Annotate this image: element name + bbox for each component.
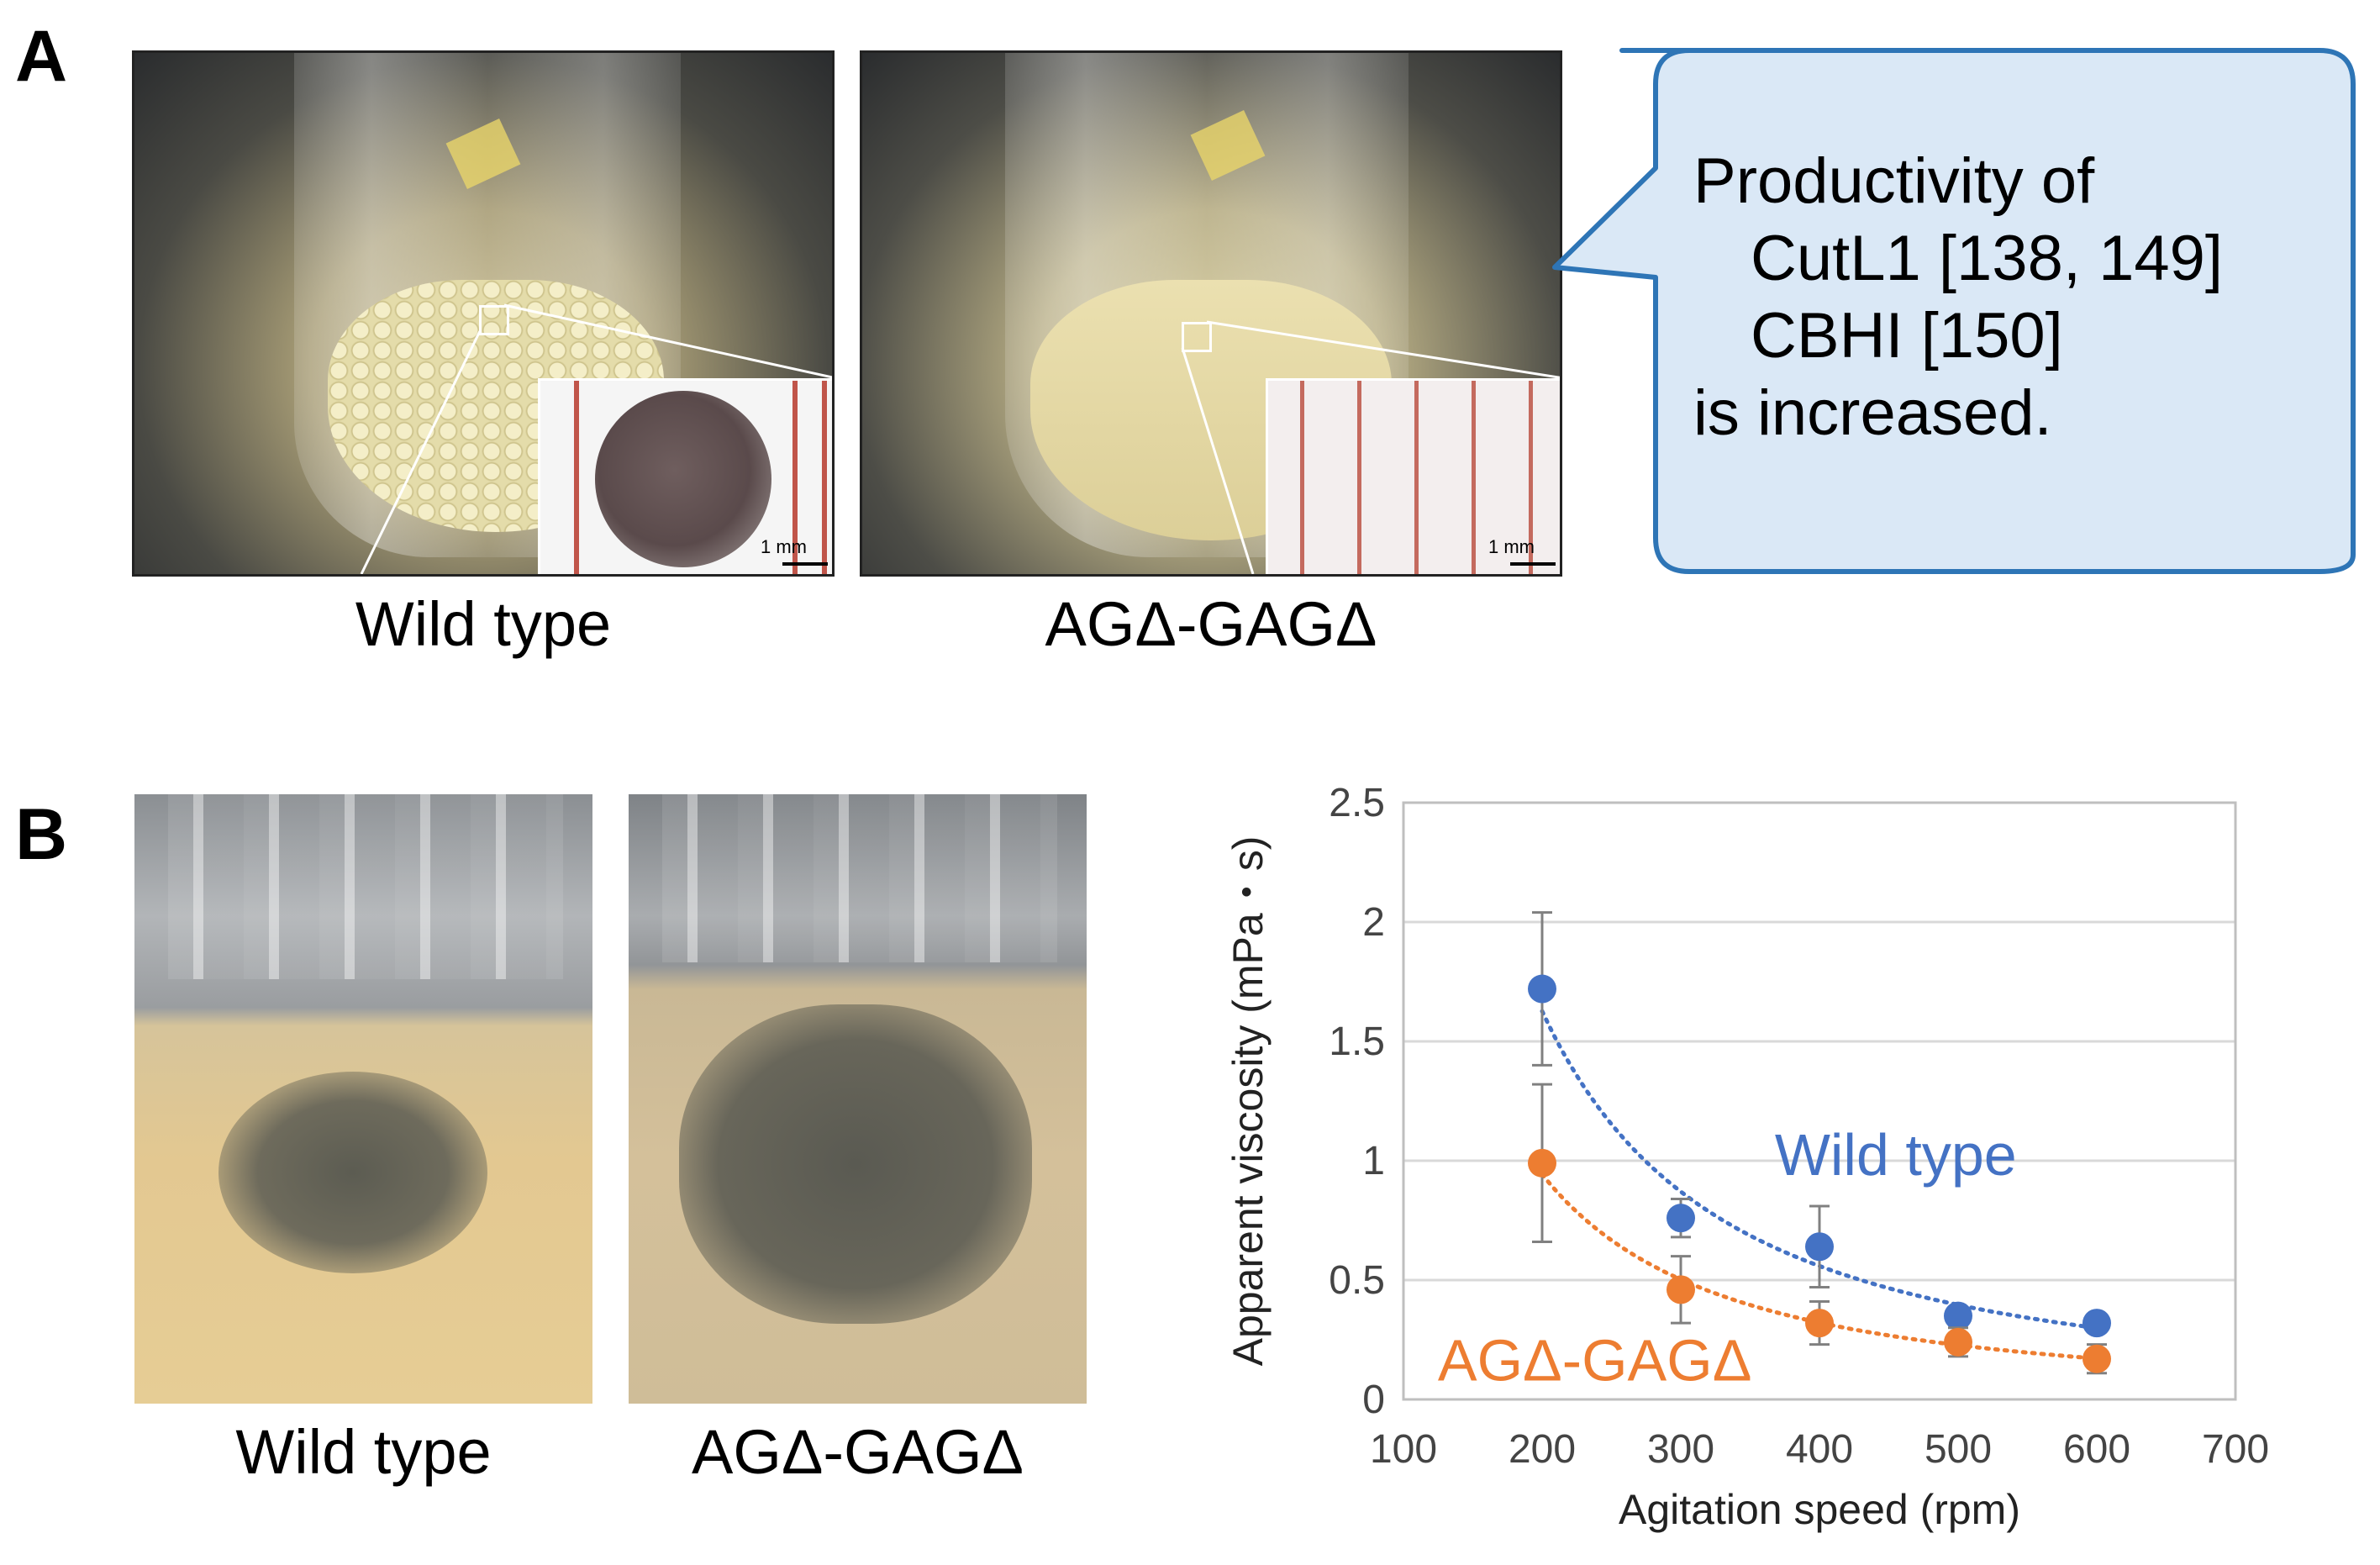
trendline-mutant — [1540, 1172, 2099, 1361]
mutant-caption-b: AGΔ-GAGΔ — [692, 1417, 1024, 1487]
x-tick-label: 400 — [1786, 1427, 1853, 1472]
data-point-wild-type — [2082, 1309, 2111, 1338]
glass-baffles — [662, 794, 1057, 962]
y-tick-label: 2 — [1362, 900, 1385, 945]
data-point-wild-type — [1667, 1204, 1695, 1233]
red-grid-line — [574, 381, 579, 574]
scale-bar-label: 1 mm — [1488, 536, 1535, 557]
pellet-closeup — [595, 391, 771, 567]
scale-bar-label: 1 mm — [761, 536, 807, 557]
mutant-series-label: AGΔ-GAGΔ — [1438, 1327, 1752, 1393]
data-point-mutant — [1805, 1309, 1834, 1338]
x-tick-label: 700 — [2202, 1427, 2269, 1472]
data-point-mutant — [1528, 1148, 1556, 1178]
speech-bubble — [1552, 48, 2356, 574]
bubble-line-4: is increased. — [1693, 377, 2052, 449]
zoom-lines — [360, 303, 832, 574]
zoom-box — [479, 305, 509, 335]
wild-type-pellet-inset: 1 mm — [538, 378, 832, 574]
data-point-wild-type — [1805, 1232, 1834, 1262]
mutant-mycelia-inset: 1 mm — [1266, 378, 1560, 574]
mutant-flask-photo: 1 mm — [860, 50, 1562, 577]
wild-type-series-label: Wild type — [1775, 1122, 2017, 1188]
y-tick-label: 0 — [1362, 1378, 1385, 1422]
bubble-line-2: CutL1 [138, 149] — [1751, 223, 2223, 294]
mutant-fermenter-photo — [629, 794, 1087, 1404]
plot-frame — [1402, 801, 2237, 1401]
data-point-mutant — [1667, 1275, 1695, 1304]
x-tick-label: 200 — [1509, 1427, 1576, 1472]
mutant-caption-a: AGΔ-GAGΔ — [1045, 589, 1377, 659]
zoom-box — [1182, 322, 1212, 352]
wild-type-caption-b: Wild type — [235, 1417, 492, 1487]
bubble-line-3: CBHI [150] — [1751, 300, 2063, 371]
data-point-mutant — [1944, 1327, 1972, 1357]
y-tick-label: 1 — [1362, 1139, 1385, 1183]
data-point-mutant — [2082, 1344, 2111, 1373]
red-grid-line — [822, 381, 827, 574]
scale-bar — [782, 562, 828, 566]
panel-a-letter: A — [15, 16, 68, 97]
x-axis-title: Agitation speed (rpm) — [1619, 1486, 2020, 1533]
data-point-wild-type — [1944, 1301, 1972, 1331]
x-tick-label: 500 — [1925, 1427, 1992, 1472]
wild-type-caption-a: Wild type — [355, 589, 612, 659]
mycelial-cluster — [679, 1004, 1032, 1324]
scale-bar — [1510, 562, 1556, 566]
panel-b-letter: B — [15, 794, 68, 875]
x-tick-label: 100 — [1370, 1427, 1437, 1472]
y-axis-title: Apparent viscosity (mPa・s) — [1224, 836, 1272, 1367]
red-grid-line — [792, 381, 798, 574]
y-tick-label: 1.5 — [1329, 1020, 1385, 1064]
data-point-wild-type — [1528, 974, 1556, 1004]
bubble-line-1: Productivity of — [1693, 145, 2095, 217]
y-tick-label: 0.5 — [1329, 1258, 1385, 1303]
glass-baffles — [168, 794, 563, 979]
viscosity-chart: 0 0.5 1 1.5 2 2.5 100 200 300 400 500 600 700 Agitati… — [1224, 781, 2269, 1533]
wild-type-flask-photo: 1 mm — [132, 50, 835, 577]
bubble-text-block: Productivity of CutL1 [138, 149] CBHI [1… — [1693, 143, 2223, 452]
mycelial-cluster — [219, 1072, 487, 1273]
zoom-lines — [1181, 320, 1560, 574]
x-tick-label: 600 — [2063, 1427, 2130, 1472]
x-tick-label: 300 — [1647, 1427, 1714, 1472]
y-tick-label: 2.5 — [1329, 781, 1385, 825]
wild-type-fermenter-photo — [134, 794, 592, 1404]
